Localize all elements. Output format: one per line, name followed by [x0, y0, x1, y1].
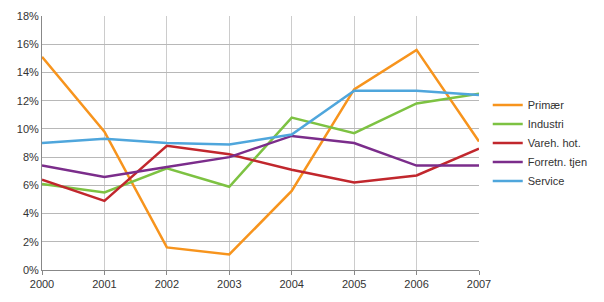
svg-text:2006: 2006	[404, 278, 428, 290]
svg-text:0%: 0%	[23, 264, 39, 276]
svg-text:2005: 2005	[342, 278, 366, 290]
svg-text:12%: 12%	[17, 95, 39, 107]
svg-text:18%: 18%	[17, 10, 39, 22]
svg-text:6%: 6%	[23, 179, 39, 191]
svg-text:2002: 2002	[155, 278, 179, 290]
svg-text:2001: 2001	[92, 278, 116, 290]
svg-text:16%: 16%	[17, 38, 39, 50]
svg-text:14%: 14%	[17, 66, 39, 78]
svg-text:4%: 4%	[23, 207, 39, 219]
svg-text:Vareh. hot.: Vareh. hot.	[528, 137, 581, 149]
svg-text:Service: Service	[528, 175, 565, 187]
svg-text:2003: 2003	[217, 278, 241, 290]
svg-text:2004: 2004	[279, 278, 303, 290]
svg-text:8%: 8%	[23, 151, 39, 163]
svg-text:Forretn. tjen: Forretn. tjen	[528, 156, 587, 168]
svg-text:2007: 2007	[467, 278, 491, 290]
svg-text:2%: 2%	[23, 236, 39, 248]
svg-text:2000: 2000	[30, 278, 54, 290]
svg-text:10%: 10%	[17, 123, 39, 135]
svg-text:Industri: Industri	[528, 118, 564, 130]
svg-text:Primær: Primær	[528, 99, 564, 111]
